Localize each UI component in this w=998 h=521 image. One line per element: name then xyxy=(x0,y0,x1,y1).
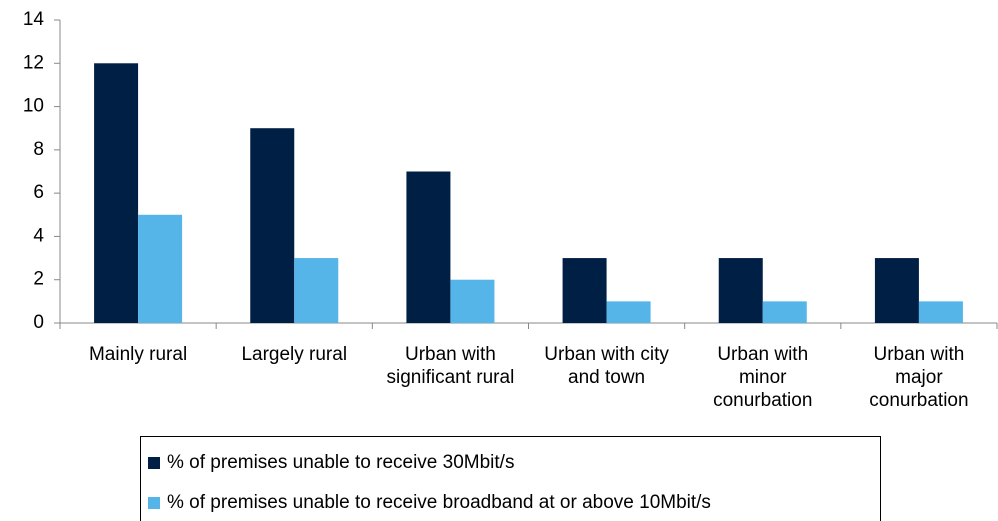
y-tick-label: 2 xyxy=(33,269,44,290)
x-tick-label: Urban with major conurbation xyxy=(869,344,969,411)
bar xyxy=(718,258,763,323)
y-tick-label: 8 xyxy=(33,139,44,160)
bar xyxy=(138,214,183,323)
y-tick-label: 0 xyxy=(33,312,44,333)
x-tick-label: Urban with city and town xyxy=(544,344,669,388)
legend-box xyxy=(140,436,881,521)
legend-swatch xyxy=(148,497,160,509)
y-tick-label: 14 xyxy=(23,9,45,30)
bar xyxy=(562,258,607,323)
bar xyxy=(406,171,451,323)
x-tick-label: Mainly rural xyxy=(88,344,188,365)
bar xyxy=(918,301,963,323)
y-tick-label: 6 xyxy=(33,182,44,203)
x-tick-label: Largely rural xyxy=(241,344,348,365)
y-tick-label: 12 xyxy=(23,52,44,73)
y-tick-label: 4 xyxy=(33,225,44,246)
bar xyxy=(450,279,495,323)
bar xyxy=(606,301,651,323)
x-tick-label: Urban with minor conurbation xyxy=(713,344,813,411)
legend-label: % of premises unable to receive 30Mbit/s xyxy=(167,452,514,473)
legend-swatch xyxy=(148,457,160,469)
x-tick-label: Urban with significant rural xyxy=(386,344,515,388)
legend-label: % of premises unable to receive broadban… xyxy=(167,492,711,513)
bar xyxy=(250,128,295,323)
bar xyxy=(294,258,339,323)
bar xyxy=(874,258,919,323)
y-tick-label: 10 xyxy=(23,96,44,117)
bar xyxy=(762,301,807,323)
bar xyxy=(94,63,139,324)
